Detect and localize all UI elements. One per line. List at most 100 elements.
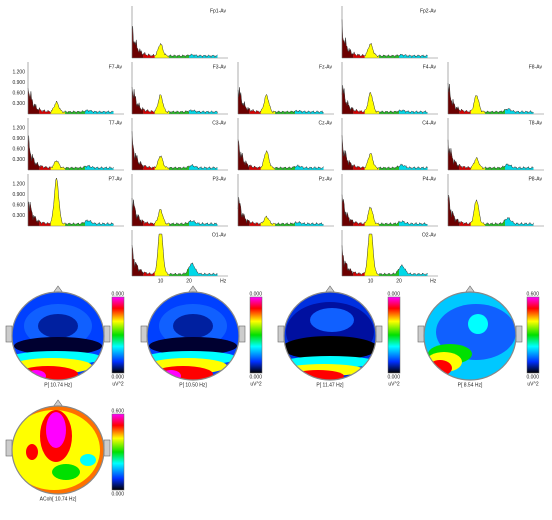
band-fill bbox=[260, 94, 276, 114]
band-fill bbox=[399, 163, 428, 170]
contour bbox=[52, 464, 80, 480]
band-fill bbox=[364, 153, 380, 170]
scale-unit: uV^2 bbox=[112, 381, 123, 387]
spectrum-line bbox=[237, 139, 324, 170]
contour bbox=[26, 444, 38, 460]
colorbar bbox=[526, 296, 540, 374]
scale-max: 0.600 bbox=[111, 408, 124, 414]
channel-label: Cz-Av bbox=[318, 120, 332, 126]
spectrum-panel: P7-Av 1.200 0.900 0.600 0.300 bbox=[12, 174, 124, 227]
scale-min: 0.000 bbox=[387, 374, 400, 380]
channel-label: P7-Av bbox=[108, 176, 122, 182]
contour bbox=[310, 308, 354, 332]
spectrum-panel: F8-Av bbox=[447, 62, 544, 115]
ear bbox=[417, 325, 425, 343]
spectrum-line bbox=[341, 85, 428, 114]
y-tick-label: 1.200 bbox=[12, 125, 25, 131]
contour bbox=[26, 370, 46, 380]
contour bbox=[46, 412, 66, 448]
spectrum-panel: P3-Av bbox=[131, 174, 228, 227]
head bbox=[11, 405, 105, 495]
head bbox=[146, 291, 240, 381]
spectrum-panel: Fp1-Av bbox=[131, 6, 228, 59]
ear bbox=[515, 325, 523, 343]
map-label: P[ 10.50 Hz] bbox=[179, 382, 207, 388]
scale-max: 0.000 bbox=[249, 291, 262, 297]
band-fill bbox=[342, 135, 354, 170]
head bbox=[11, 291, 105, 381]
band-fill bbox=[485, 165, 505, 170]
scale-min: 0.000 bbox=[111, 491, 124, 497]
spectrum-panel: O2-Av 10 20 Hz bbox=[341, 230, 438, 284]
y-tick-label: 0.300 bbox=[12, 213, 25, 219]
channel-label: Pz-Av bbox=[319, 176, 333, 182]
y-tick-label: 0.600 bbox=[12, 202, 25, 208]
map-label: P[ 11.47 Hz] bbox=[316, 382, 344, 388]
band-fill bbox=[154, 155, 170, 170]
topomap: ACoh[ 10.74 Hz] 0.600 0.000 bbox=[5, 399, 125, 502]
channel-label: O2-Av bbox=[422, 232, 437, 238]
map-fill bbox=[147, 292, 239, 380]
band-fill bbox=[132, 87, 144, 114]
band-fill bbox=[364, 234, 380, 276]
band-fill bbox=[189, 109, 218, 114]
contour bbox=[173, 314, 213, 338]
channel-label: C4-Av bbox=[422, 120, 436, 126]
x-tick-label: 20 bbox=[396, 278, 402, 284]
spectrum-panel: O1-Av 10 20 Hz bbox=[131, 230, 228, 284]
contour bbox=[80, 454, 96, 466]
band-fill bbox=[154, 234, 170, 276]
ear bbox=[277, 325, 285, 343]
band-fill bbox=[238, 197, 250, 226]
band-fill bbox=[132, 245, 144, 276]
spectrum-panel: Fz-Av bbox=[237, 62, 334, 115]
band-fill bbox=[353, 109, 365, 114]
channel-label: Fz-Av bbox=[319, 64, 332, 70]
band-fill bbox=[249, 108, 261, 114]
band-fill bbox=[399, 264, 428, 276]
spectrum-panel: C4-Av bbox=[341, 118, 438, 171]
band-fill bbox=[470, 157, 486, 170]
map-fill bbox=[424, 292, 516, 380]
y-tick-label: 0.300 bbox=[12, 157, 25, 163]
scale-max: 0.000 bbox=[111, 291, 124, 297]
band-fill bbox=[470, 95, 486, 114]
band-fill bbox=[342, 194, 354, 226]
spectrum-line bbox=[27, 88, 114, 114]
ear bbox=[140, 325, 148, 343]
band-fill bbox=[342, 245, 354, 276]
contour bbox=[14, 337, 102, 355]
spectrum-line bbox=[27, 177, 114, 226]
band-fill bbox=[39, 220, 51, 226]
scale-max: 0.600 bbox=[526, 291, 539, 297]
map-fill bbox=[284, 292, 376, 380]
y-tick-label: 1.200 bbox=[12, 181, 25, 187]
contour bbox=[428, 360, 452, 376]
band-fill bbox=[132, 131, 144, 170]
band-fill bbox=[28, 135, 40, 170]
spectrum-line bbox=[447, 83, 534, 114]
band-fill bbox=[470, 199, 486, 226]
spectrum-panel: Pz-Av bbox=[237, 174, 334, 227]
band-fill bbox=[295, 164, 324, 170]
band-fill bbox=[189, 262, 218, 276]
band-fill bbox=[143, 165, 155, 170]
map-label: ACoh[ 10.74 Hz] bbox=[40, 496, 77, 502]
spectrum-panel: F7-Av 1.200 0.900 0.600 0.300 bbox=[12, 62, 124, 115]
band-fill bbox=[189, 220, 218, 226]
spectrum-line bbox=[447, 194, 534, 226]
ear bbox=[103, 439, 111, 457]
channel-label: P3-Av bbox=[212, 176, 226, 182]
spectrum-panel: Fp2-Av bbox=[341, 6, 438, 59]
band-fill bbox=[169, 266, 189, 276]
band-fill bbox=[132, 26, 144, 58]
channel-label: P8-Av bbox=[528, 176, 542, 182]
contour bbox=[38, 314, 78, 338]
band-fill bbox=[65, 165, 85, 170]
scale-unit: uV^2 bbox=[250, 381, 261, 387]
x-tick-label: 20 bbox=[186, 278, 192, 284]
ear bbox=[5, 325, 13, 343]
x-tick-label: 10 bbox=[158, 278, 164, 284]
